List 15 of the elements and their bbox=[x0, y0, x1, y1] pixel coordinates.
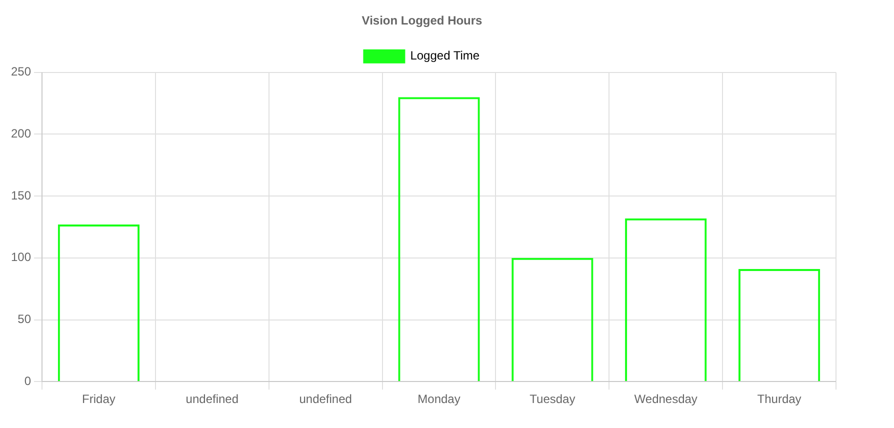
y-tick-label: 100 bbox=[10, 250, 32, 264]
y-tick-label: 200 bbox=[10, 126, 32, 141]
legend-label: Logged Time bbox=[410, 48, 480, 63]
x-tick-label: Friday bbox=[82, 392, 116, 406]
x-tick-label: Monday bbox=[418, 392, 460, 406]
y-tick-label: 0 bbox=[24, 374, 32, 388]
chart-title: Vision Logged Hours bbox=[362, 14, 483, 28]
x-tick-label: undefined bbox=[186, 392, 239, 406]
x-tick-label: Tuesday bbox=[530, 392, 576, 406]
y-tick-label: 150 bbox=[10, 188, 32, 202]
x-tick-label: undefined bbox=[299, 392, 352, 406]
y-tick-label: 250 bbox=[10, 64, 32, 79]
y-tick-label: 50 bbox=[18, 312, 32, 326]
x-tick-label: Wednesday bbox=[634, 392, 698, 406]
x-tick-label: Thurday bbox=[757, 392, 802, 406]
